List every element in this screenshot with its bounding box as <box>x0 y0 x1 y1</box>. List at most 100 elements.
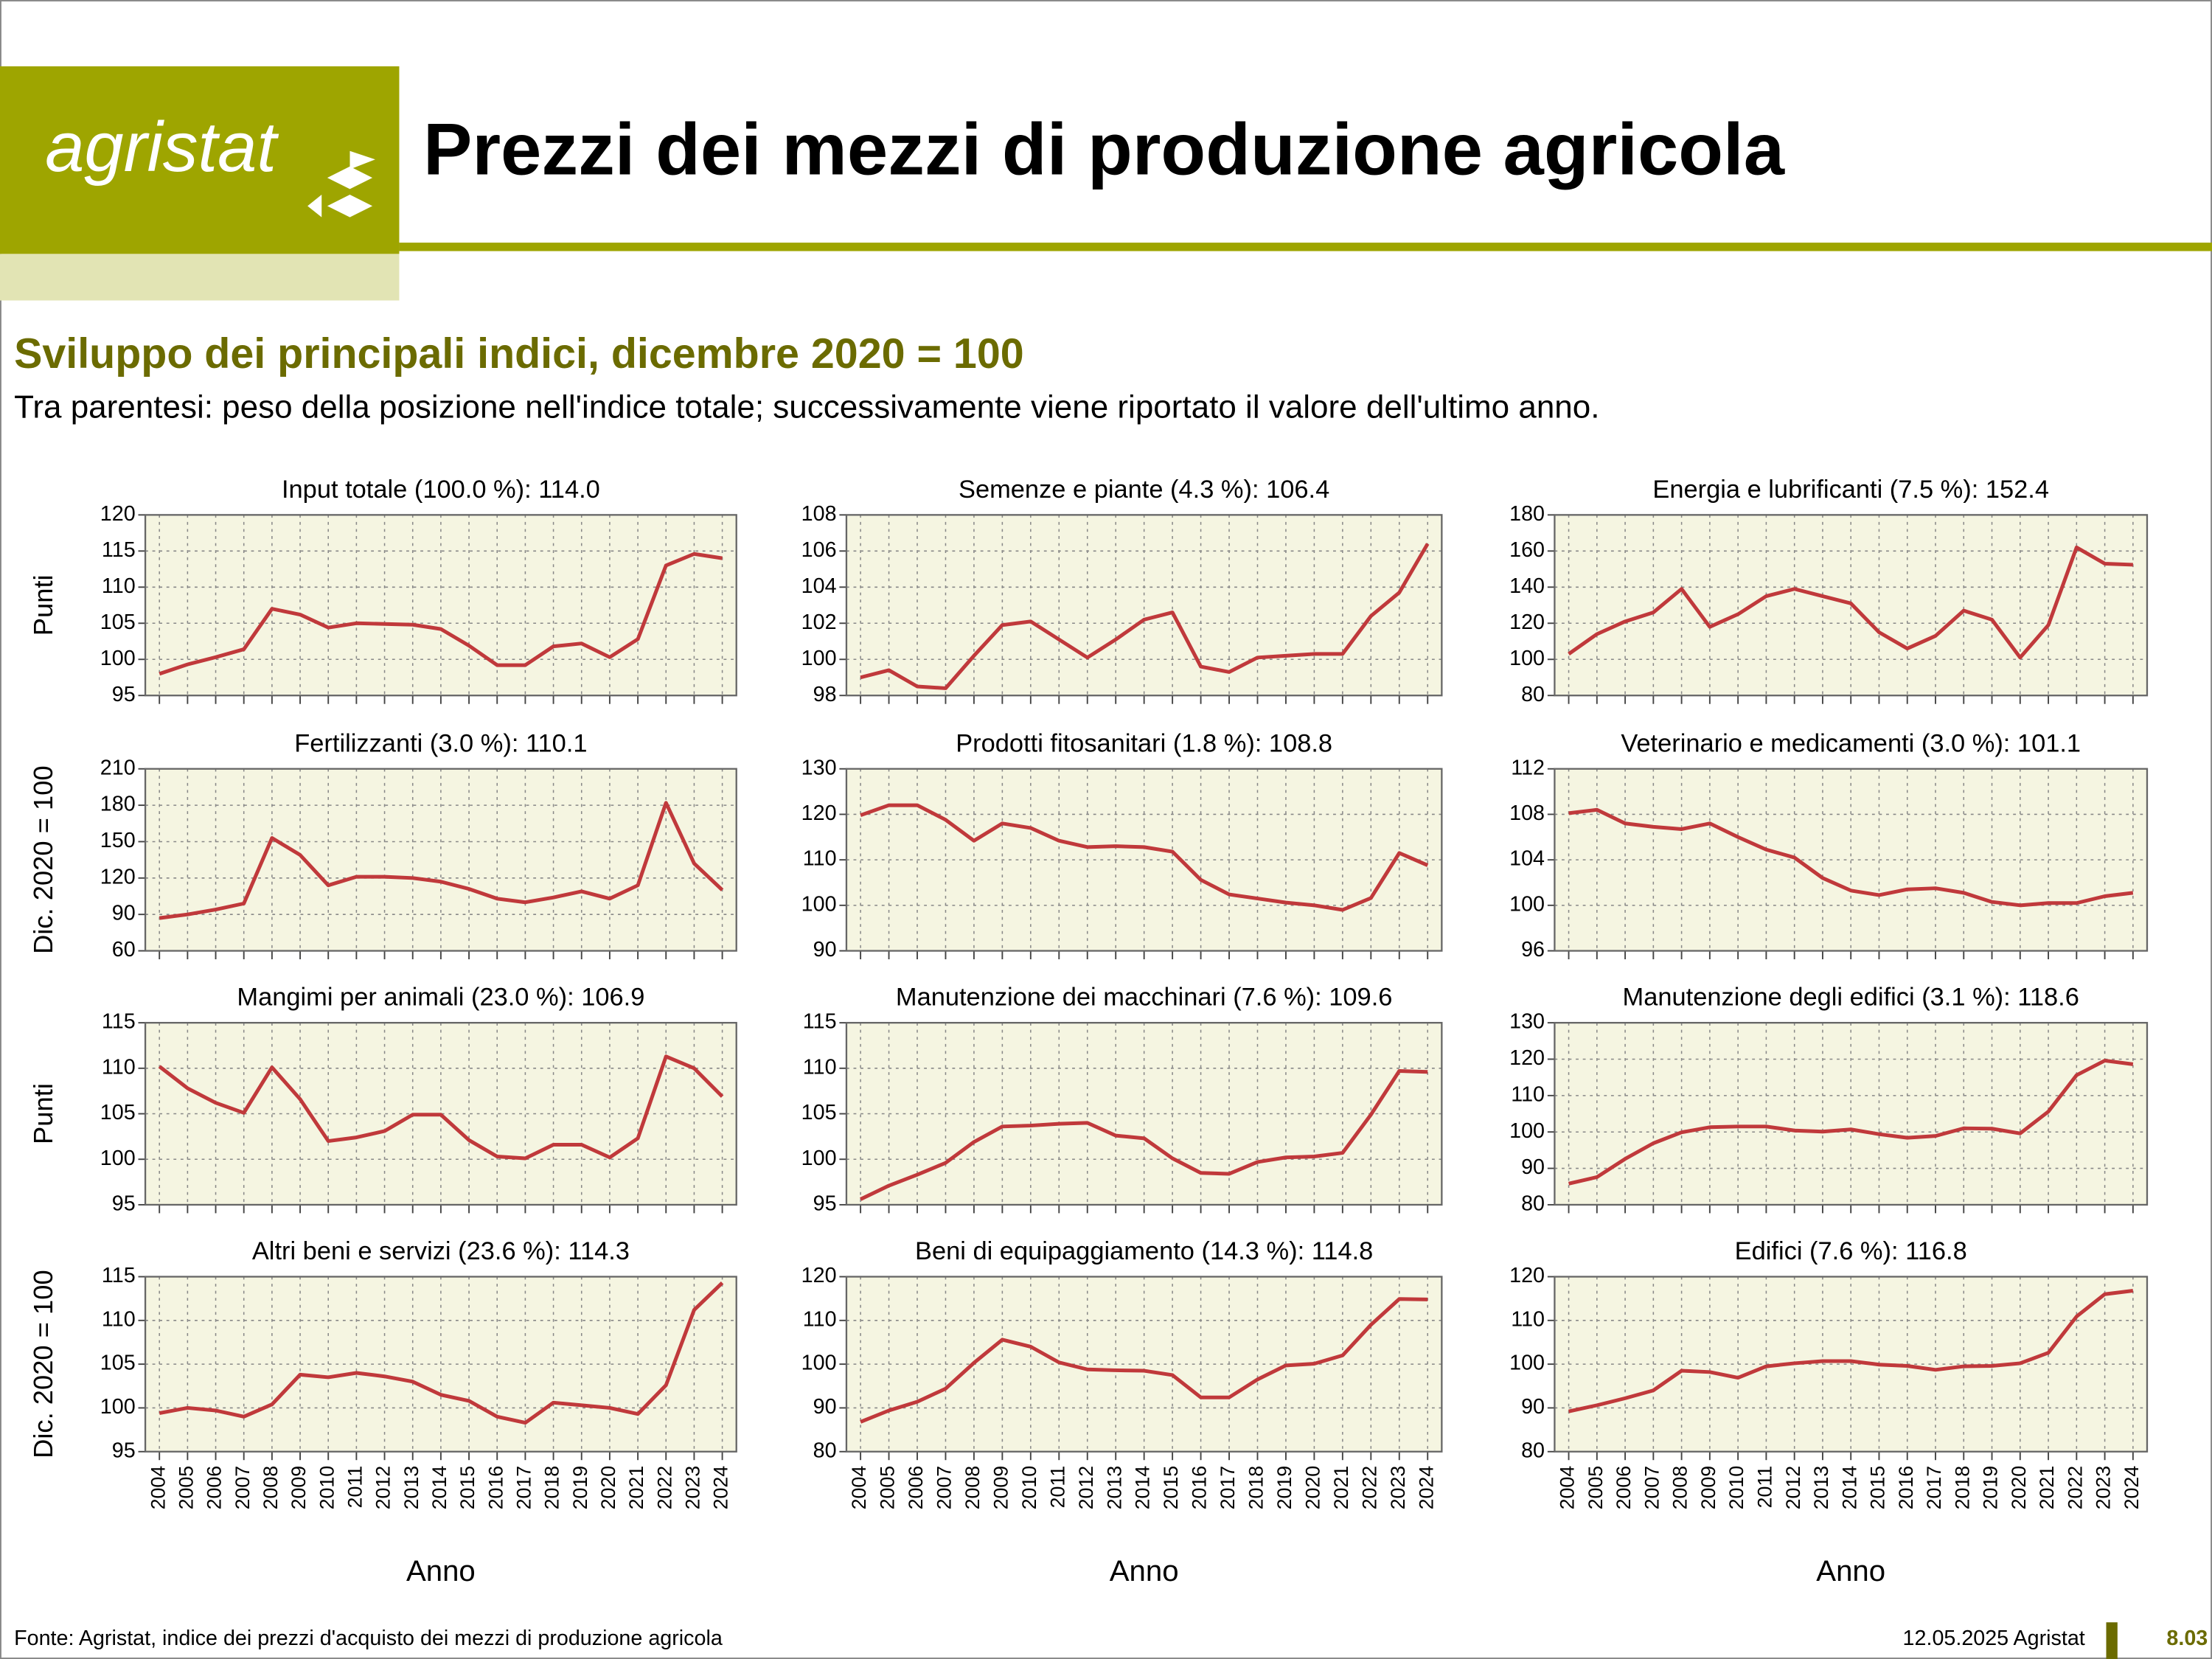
y-tick-label: 104 <box>1509 847 1545 871</box>
y-tick-label: 96 <box>1521 938 1545 961</box>
plot-frame <box>1554 1021 2149 1206</box>
y-axis-label: Punti <box>28 1083 58 1144</box>
y-tick-label: 120 <box>100 502 136 526</box>
y-tick-label: 115 <box>102 1264 136 1287</box>
x-axis-label: Anno <box>406 1554 476 1587</box>
x-tick-label: 2004 <box>848 1466 870 1510</box>
data-line <box>1568 1058 2134 1186</box>
x-tick-label: 2005 <box>1585 1466 1607 1510</box>
note: Tra parentesi: peso della posizione nell… <box>14 389 1599 425</box>
data-line <box>159 801 724 920</box>
y-tick-label: 150 <box>100 829 136 852</box>
x-tick-label: 2017 <box>1217 1466 1239 1510</box>
x-tick-label: 2023 <box>682 1466 704 1510</box>
chart-title: Input totale (100.0 %): 114.0 <box>282 476 600 504</box>
x-tick-label: 2018 <box>1951 1466 1973 1510</box>
source: Fonte: Agristat, indice dei prezzi d'acq… <box>14 1627 723 1650</box>
x-tick-label: 2024 <box>2121 1466 2143 1510</box>
x-tick-label: 2022 <box>653 1466 675 1510</box>
y-tick-label: 160 <box>1509 538 1545 562</box>
chart-title: Fertilizzanti (3.0 %): 110.1 <box>294 729 587 757</box>
y-tick-label: 100 <box>1509 1352 1545 1375</box>
x-tick-label: 2020 <box>2008 1466 2030 1510</box>
x-tick-label: 2018 <box>1245 1466 1267 1510</box>
chart-title: Beni di equipaggiamento (14.3 %): 114.8 <box>915 1237 1373 1265</box>
chart-title: Veterinario e medicamenti (3.0 %): 101.1 <box>1621 729 2081 757</box>
y-tick-label: 104 <box>801 574 837 598</box>
y-tick-label: 110 <box>102 1307 136 1331</box>
y-tick-label: 95 <box>112 1192 136 1216</box>
x-tick-label: 2012 <box>372 1466 394 1510</box>
x-tick-label: 2021 <box>1330 1466 1352 1510</box>
plot-frame <box>845 514 1443 697</box>
y-tick-label: 115 <box>102 1010 136 1034</box>
x-tick-label: 2008 <box>260 1466 282 1510</box>
page-number: 8.03 <box>2166 1627 2208 1650</box>
y-tick-label: 120 <box>1509 611 1545 634</box>
x-tick-label: 2014 <box>428 1466 451 1510</box>
plot-frame <box>845 1276 1443 1453</box>
x-tick-label: 2010 <box>1725 1466 1747 1510</box>
chart-title: Altri beni e servizi (23.6 %): 114.3 <box>252 1237 630 1265</box>
y-tick-label: 140 <box>1509 574 1545 598</box>
x-tick-label: 2023 <box>2093 1466 2115 1510</box>
y-tick-label: 110 <box>1511 1082 1545 1106</box>
y-axis-label: Dic. 2020 = 100 <box>28 1270 58 1458</box>
x-tick-label: 2007 <box>933 1466 956 1510</box>
y-tick-label: 105 <box>100 611 136 634</box>
y-axis-label: Punti <box>28 574 58 636</box>
logo-band <box>0 66 400 254</box>
x-tick-label: 2022 <box>2064 1466 2086 1510</box>
y-tick-label: 90 <box>813 938 837 961</box>
y-tick-label: 110 <box>803 1307 837 1331</box>
x-axis-label: Anno <box>1816 1554 1885 1587</box>
y-axis-label: Dic. 2020 = 100 <box>28 765 58 954</box>
x-tick-label: 2010 <box>316 1466 338 1510</box>
x-tick-label: 2007 <box>232 1466 254 1510</box>
data-line <box>1568 545 2133 660</box>
x-tick-label: 2024 <box>710 1466 732 1510</box>
y-tick-label: 108 <box>801 502 837 526</box>
plot-frame <box>845 768 1443 952</box>
y-tick-label: 106 <box>801 538 837 562</box>
y-tick-label: 120 <box>1509 1264 1545 1287</box>
x-tick-label: 2021 <box>625 1466 647 1510</box>
data-line <box>860 1069 1428 1201</box>
y-tick-label: 115 <box>102 538 136 562</box>
chart-title: Energia e lubrificanti (7.5 %): 152.4 <box>1652 476 2049 504</box>
x-tick-label: 2024 <box>1415 1466 1437 1510</box>
data-line <box>860 803 1429 912</box>
x-tick-label: 2018 <box>541 1466 563 1510</box>
y-tick-label: 110 <box>803 847 837 871</box>
x-tick-label: 2004 <box>1557 1466 1579 1510</box>
logo: agristat <box>45 108 279 187</box>
x-tick-label: 2013 <box>1810 1466 1832 1510</box>
data-line <box>860 543 1430 690</box>
y-tick-label: 90 <box>112 902 136 925</box>
x-tick-label: 2006 <box>1613 1466 1635 1510</box>
y-tick-label: 80 <box>1521 1439 1545 1462</box>
y-tick-label: 100 <box>801 1147 837 1170</box>
x-tick-label: 2016 <box>484 1466 507 1510</box>
x-tick-label: 2011 <box>344 1466 366 1509</box>
x-tick-label: 2014 <box>1132 1466 1154 1510</box>
x-tick-label: 2011 <box>1753 1466 1775 1509</box>
y-tick-label: 120 <box>100 865 136 888</box>
y-tick-label: 60 <box>112 938 136 961</box>
footer-bar <box>2106 1622 2118 1659</box>
plot-frame <box>144 1276 737 1453</box>
x-tick-label: 2017 <box>512 1466 535 1510</box>
chart-title: Edifici (7.6 %): 116.8 <box>1735 1237 1967 1265</box>
x-tick-label: 2012 <box>1075 1466 1097 1510</box>
header-rule <box>399 243 2212 251</box>
y-tick-label: 105 <box>801 1101 837 1124</box>
y-tick-label: 100 <box>801 892 837 916</box>
chart-title: Manutenzione degli edifici (3.1 %): 118.… <box>1623 984 2079 1012</box>
logo-band-light <box>0 254 400 301</box>
x-tick-label: 2011 <box>1046 1466 1068 1509</box>
y-tick-label: 95 <box>813 1192 837 1216</box>
data-line <box>158 1054 724 1161</box>
y-tick-label: 120 <box>801 1264 837 1287</box>
